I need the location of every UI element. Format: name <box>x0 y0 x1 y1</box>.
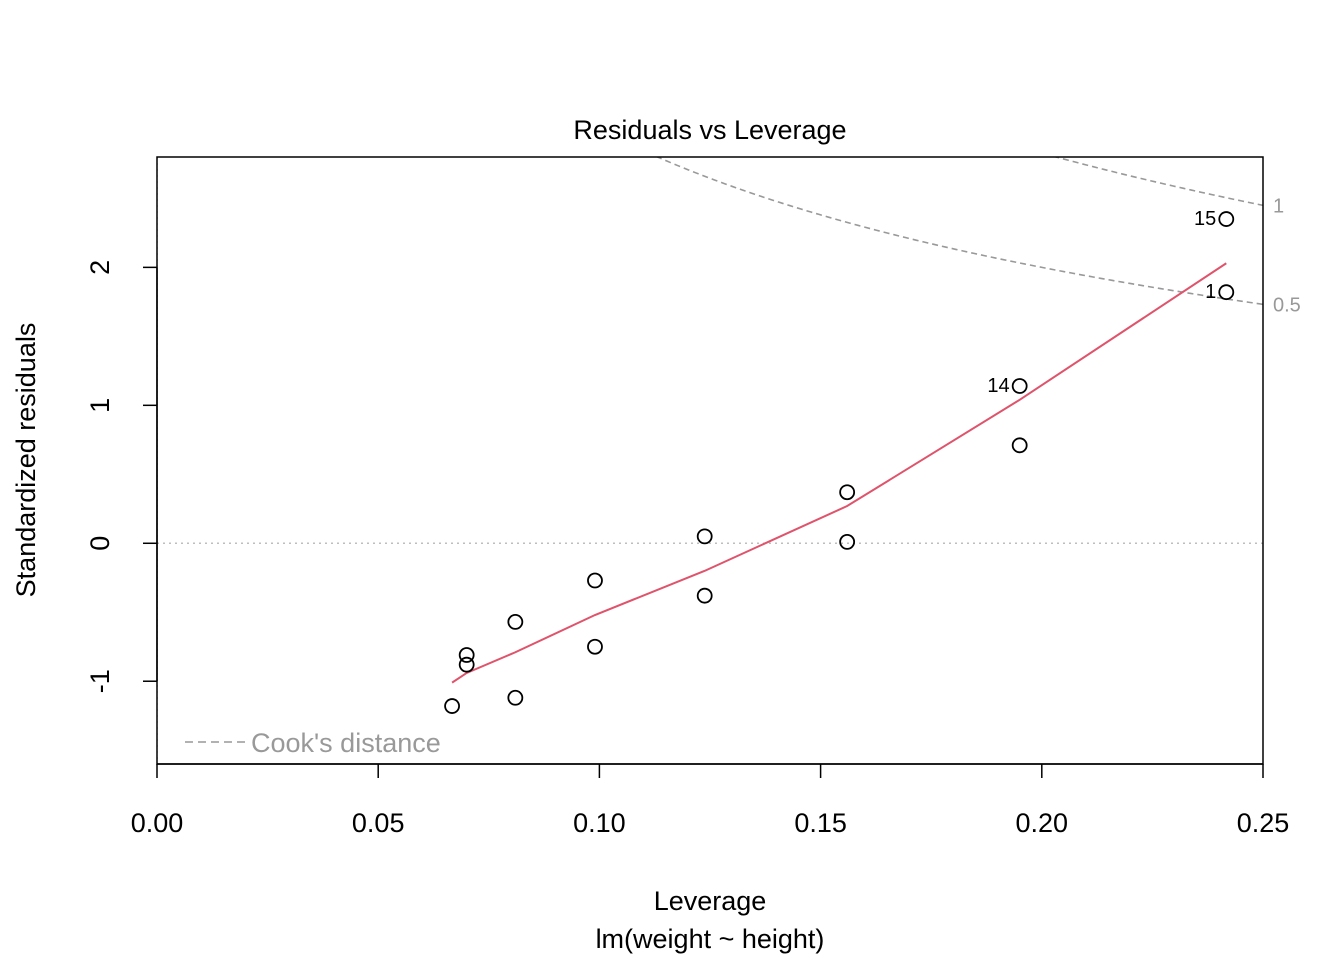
data-point <box>696 587 713 604</box>
point-label: 15 <box>1194 208 1216 230</box>
x-tick-label: 0.15 <box>794 808 847 838</box>
x-tick-label: 0.05 <box>352 808 405 838</box>
smoothed-trend-line <box>451 262 1227 684</box>
data-point <box>587 638 603 655</box>
data-point <box>458 656 475 673</box>
data-point <box>1011 437 1028 454</box>
cooks-distance-line-0.5 <box>655 157 1263 306</box>
chart-title: Residuals vs Leverage <box>573 115 846 145</box>
data-point <box>458 647 475 663</box>
data-point <box>1218 284 1235 301</box>
legend-label: Cook's distance <box>251 728 441 758</box>
x-axis-title: Leverage <box>654 886 767 916</box>
data-point <box>587 572 603 589</box>
data-point <box>507 689 524 706</box>
x-tick-label: 0.20 <box>1016 808 1069 838</box>
cooks-level-label: 1 <box>1273 195 1284 217</box>
y-axis: -1 0 1 2 <box>85 260 158 693</box>
cooks-distance-line-1 <box>1053 157 1263 207</box>
x-tick-label: 0.25 <box>1237 808 1290 838</box>
data-point <box>1011 378 1028 394</box>
y-tick-label: 2 <box>85 260 115 275</box>
plot-frame <box>156 156 1264 765</box>
data-point <box>507 614 524 630</box>
y-axis-title: Standardized residuals <box>11 323 41 598</box>
point-label: 1 <box>1205 281 1216 303</box>
data-point <box>444 698 460 714</box>
x-axis: 0.00 0.05 0.10 0.15 0.20 0.25 <box>131 763 1290 838</box>
data-point <box>696 528 713 545</box>
x-tick-label: 0.00 <box>131 808 184 838</box>
data-point <box>839 533 856 550</box>
x-tick-label: 0.10 <box>573 808 626 838</box>
cooks-level-label: 0.5 <box>1273 294 1301 316</box>
data-point <box>1218 211 1235 227</box>
chart-subtitle: lm(weight ~ height) <box>596 924 825 954</box>
y-tick-label: -1 <box>85 669 115 693</box>
legend: Cook's distance <box>185 728 441 758</box>
y-tick-label: 1 <box>85 398 115 413</box>
plot-area <box>157 157 1263 764</box>
point-label: 14 <box>987 375 1009 397</box>
y-tick-label: 0 <box>85 536 115 551</box>
data-point <box>839 484 856 501</box>
